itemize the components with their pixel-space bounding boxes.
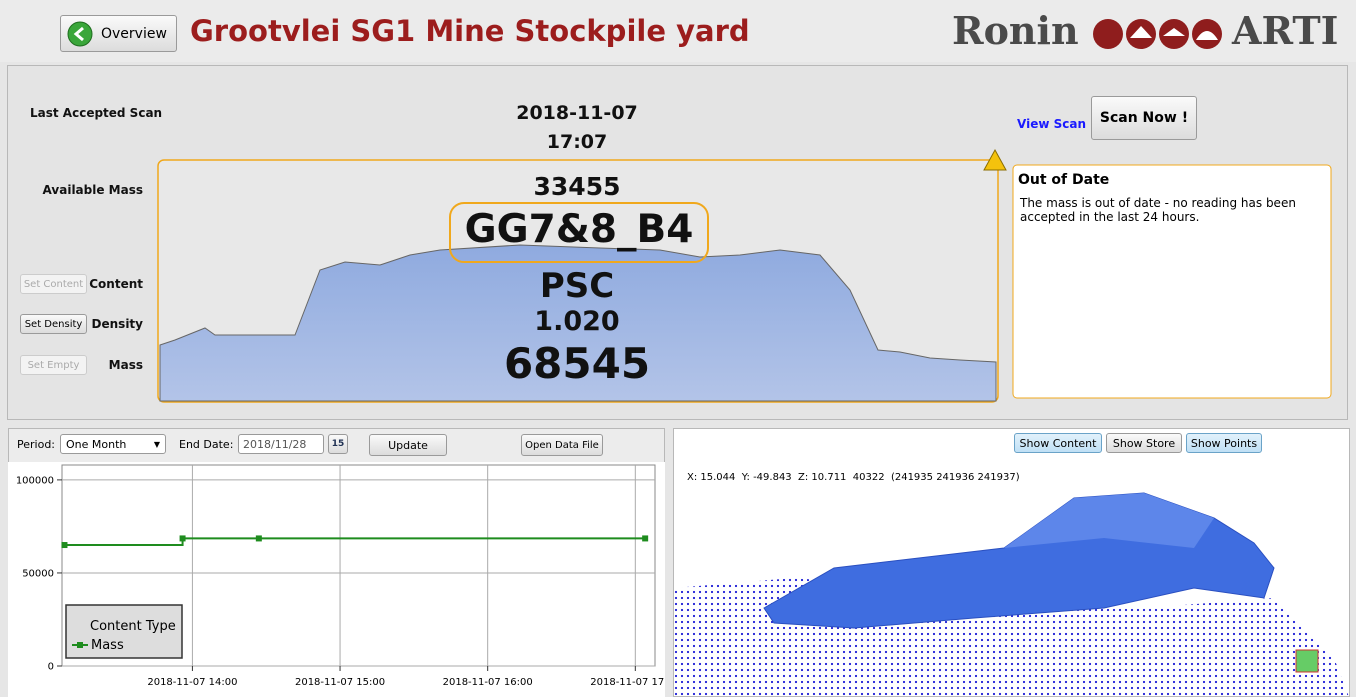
overview-label: Overview (101, 25, 167, 42)
legend-title: Content Type (90, 619, 176, 634)
point-cloud (674, 492, 1349, 697)
status-title: Out of Date (1018, 172, 1110, 188)
show-store-button[interactable]: Show Store (1106, 433, 1182, 453)
warning-icon (983, 148, 1007, 171)
period-select[interactable]: One Month ▼ (60, 434, 166, 454)
available-mass: 33455 (533, 172, 621, 201)
calendar-button[interactable]: 15 (328, 434, 348, 454)
stockpile-name: GG7&8_B4 (464, 207, 694, 252)
density-label: Density (91, 317, 143, 331)
name-frame (449, 202, 709, 263)
y-tick-label: 0 (48, 662, 54, 673)
last-scan-label: Last Accepted Scan (30, 106, 163, 120)
logo-left: Ronin (952, 8, 1079, 53)
x-tick-label: 2018-11-07 15:00 (295, 677, 385, 688)
series-marker (642, 535, 649, 542)
axis-gizmo (1295, 649, 1319, 673)
period-label: Period: (17, 438, 56, 451)
history-chart: 0 50000 100000 2018-11-07 14:00 2018-11-07 1… (8, 462, 665, 697)
end-date-label: End Date: (179, 438, 234, 451)
y-tick-label: 100000 (16, 475, 54, 486)
scan-date: 2018-11-07 (516, 102, 638, 124)
profile-shape (159, 244, 997, 402)
series-marker (179, 535, 186, 542)
stockpile-ridge (1004, 493, 1214, 548)
y-tick-label: 50000 (22, 568, 54, 579)
view-scan-link[interactable]: View Scan (1017, 117, 1086, 131)
scan-now-button[interactable]: Scan Now ! (1091, 96, 1197, 140)
legend-box (65, 604, 183, 659)
profile-view (157, 148, 1332, 403)
content-label: Content (89, 277, 143, 291)
x-tick-label: 2018-11-07 16:00 (443, 677, 533, 688)
legend-marker (77, 642, 83, 648)
open-file-button[interactable]: Open Data File (521, 434, 603, 456)
end-date-input[interactable]: 2018/11/28 (238, 434, 324, 454)
set-density-button[interactable]: Set Density (20, 314, 87, 334)
set-content-button[interactable]: Set Content (20, 274, 87, 294)
mass-label: Mass (108, 358, 143, 372)
show-points-button[interactable]: Show Points (1186, 433, 1262, 453)
update-button[interactable]: Update (369, 434, 447, 456)
page-title: Grootvlei SG1 Mine Stockpile yard (190, 14, 750, 48)
overview-button[interactable]: Overview (60, 15, 177, 52)
legend-label: Mass (91, 638, 124, 653)
content: PSC (539, 266, 615, 306)
x-tick-label: 2018-11-07 14:00 (147, 677, 237, 688)
scan-time: 17:07 (546, 131, 608, 153)
series-marker (255, 535, 262, 542)
logo-icons (1093, 19, 1222, 49)
logo-right: ARTI (1232, 8, 1339, 53)
set-empty-button[interactable]: Set Empty (20, 355, 87, 375)
series-marker (61, 542, 68, 549)
density: 1.020 (534, 306, 620, 337)
x-tick-label: 2018-11-07 17:00 (590, 677, 665, 688)
available-mass-label: Available Mass (42, 183, 143, 197)
status-message: The mass is out of date - no reading has… (1020, 196, 1296, 224)
dropdown-arrow: ▼ (153, 439, 160, 449)
back-icon (67, 21, 93, 46)
show-content-button[interactable]: Show Content (1014, 433, 1102, 453)
period-value: One Month (66, 437, 127, 451)
status-box (1012, 164, 1332, 399)
coordinates: X: 15.044 Y: -49.843 Z: 10.711 40322 (24… (687, 472, 1020, 483)
mass: 68545 (503, 339, 651, 388)
